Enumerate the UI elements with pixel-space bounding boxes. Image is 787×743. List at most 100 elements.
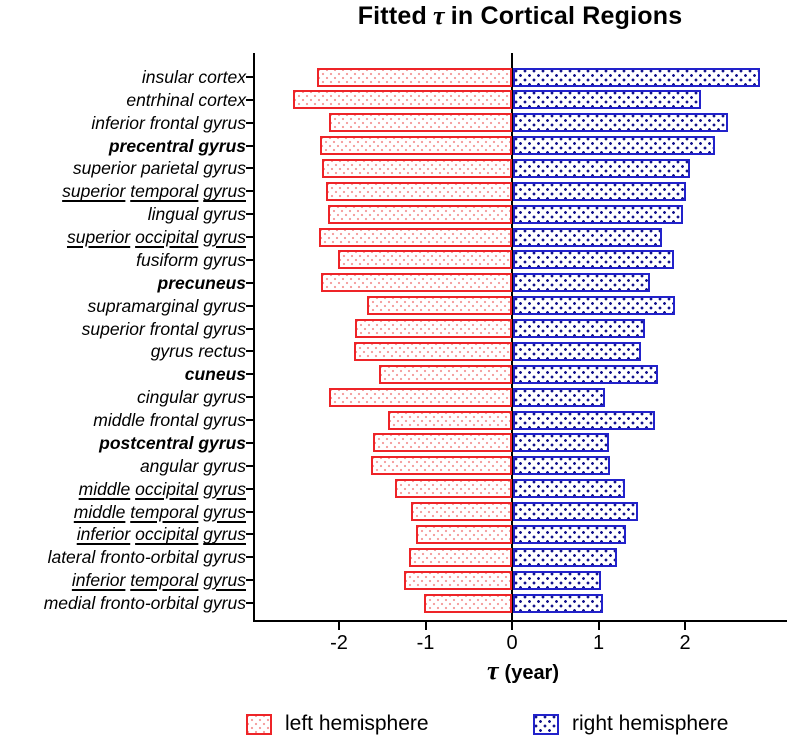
region-label-word: middle (73, 501, 126, 522)
region-label-word: middle (78, 478, 131, 499)
left-hemisphere-bar (403, 570, 512, 590)
region-label: lingual gyrus (147, 204, 246, 225)
x-tick (511, 622, 513, 630)
y-tick (246, 304, 253, 307)
right-hemisphere-bar (513, 250, 674, 270)
right-hemisphere-bar (513, 456, 610, 476)
left-hemisphere-bar (371, 456, 512, 476)
right-hemisphere-bar (513, 433, 609, 453)
left-hemisphere-bar (353, 341, 512, 361)
right-hemisphere-swatch (533, 713, 559, 735)
left-hemisphere-bar (319, 227, 512, 247)
left-hemisphere-bar (320, 273, 512, 293)
tau-symbol: τ (486, 656, 499, 685)
right-hemisphere-bar (513, 227, 662, 247)
region-label: cuneus (184, 364, 246, 385)
left-hemisphere-bar (372, 433, 512, 453)
region-label: middle frontal gyrus (93, 410, 246, 431)
region-label-word: gyrus (203, 524, 246, 545)
region-label: entrhinal cortex (126, 89, 246, 110)
left-hemisphere-bar (366, 296, 512, 316)
y-tick (246, 396, 253, 399)
right-hemisphere-bar (513, 273, 650, 293)
y-tick (246, 533, 253, 536)
x-tick (597, 622, 600, 630)
left-hemisphere-bar (319, 136, 512, 156)
right-hemisphere-bar (513, 113, 728, 133)
region-label-word: inferior (76, 524, 131, 545)
region-label-word: gyrus (203, 501, 246, 522)
region-label: middle occipital gyrus (79, 478, 246, 500)
legend-label-left: left hemisphere (285, 712, 429, 735)
y-tick (246, 510, 253, 513)
x-tick-label: 2 (679, 632, 691, 654)
title-prefix: Fitted (357, 2, 427, 30)
region-label: precentral gyrus (108, 135, 246, 156)
y-tick (246, 258, 253, 261)
right-hemisphere-bar (513, 387, 605, 407)
region-label: inferior temporal gyrus (72, 569, 246, 591)
left-hemisphere-bar (338, 250, 512, 270)
region-label: superior frontal gyrus (81, 318, 246, 339)
x-tick-label: -2 (330, 632, 348, 654)
legend-item-right-hemisphere: right hemisphere (533, 712, 728, 736)
region-label: inferior frontal gyrus (91, 112, 246, 133)
y-tick (246, 441, 253, 444)
y-tick (246, 190, 253, 193)
title-suffix: in Cortical Regions (450, 2, 683, 30)
region-label: insular cortex (141, 67, 246, 87)
region-label: inferior occipital gyrus (77, 523, 246, 545)
left-hemisphere-bar (388, 410, 512, 430)
tau-symbol: τ (432, 1, 445, 30)
left-hemisphere-bar (328, 387, 512, 407)
region-label: lateral fronto-orbital gyrus (47, 547, 246, 568)
region-label-word: occipital (135, 524, 199, 545)
region-label: superior parietal gyrus (72, 158, 246, 179)
x-tick-label: 0 (506, 632, 518, 654)
left-hemisphere-bar (423, 593, 512, 613)
region-label: precuneus (157, 272, 247, 293)
left-hemisphere-bar (395, 479, 512, 499)
right-hemisphere-bar (513, 364, 659, 384)
left-hemisphere-bar (415, 524, 512, 544)
right-hemisphere-bar (513, 479, 625, 499)
zero-baseline (511, 53, 513, 620)
region-label-word: gyrus (203, 478, 246, 499)
y-tick (246, 556, 253, 559)
region-label: gyrus rectus (150, 341, 246, 362)
x-axis-label-unit: (year) (504, 662, 560, 684)
y-tick (246, 76, 253, 78)
legend: left hemisphere right hemisphere (0, 712, 787, 738)
left-hemisphere-bar (317, 67, 512, 87)
x-tick (338, 622, 340, 630)
region-label: angular gyrus (139, 455, 246, 476)
right-hemisphere-bar (513, 547, 617, 567)
legend-label-right: right hemisphere (572, 712, 729, 735)
x-axis (253, 620, 787, 622)
legend-item-left-hemisphere: left hemisphere (246, 712, 429, 736)
region-label-word: temporal (130, 570, 199, 591)
y-tick (246, 236, 253, 239)
x-tick (684, 622, 686, 630)
x-axis-label: τ (year) (253, 656, 787, 686)
region-label: middle temporal gyrus (74, 501, 246, 523)
right-hemisphere-bar (513, 341, 642, 361)
region-label-word: inferior (71, 570, 126, 591)
region-label: superior occipital gyrus (67, 226, 246, 248)
region-label: postcentral gyrus (99, 432, 246, 453)
right-hemisphere-bar (513, 158, 691, 178)
y-tick (246, 121, 253, 124)
x-tick (424, 622, 427, 630)
region-label-word: gyrus (203, 570, 246, 591)
y-tick (246, 419, 253, 422)
right-hemisphere-bar (513, 181, 686, 201)
right-hemisphere-bar (513, 90, 701, 110)
region-label-word: temporal (130, 501, 199, 522)
region-label: medial fronto-orbital gyrus (43, 593, 246, 613)
right-hemisphere-bar (513, 67, 760, 87)
left-hemisphere-bar (410, 502, 512, 522)
y-tick (246, 464, 253, 467)
region-label-word: occipital (135, 227, 199, 248)
y-tick (246, 98, 253, 101)
